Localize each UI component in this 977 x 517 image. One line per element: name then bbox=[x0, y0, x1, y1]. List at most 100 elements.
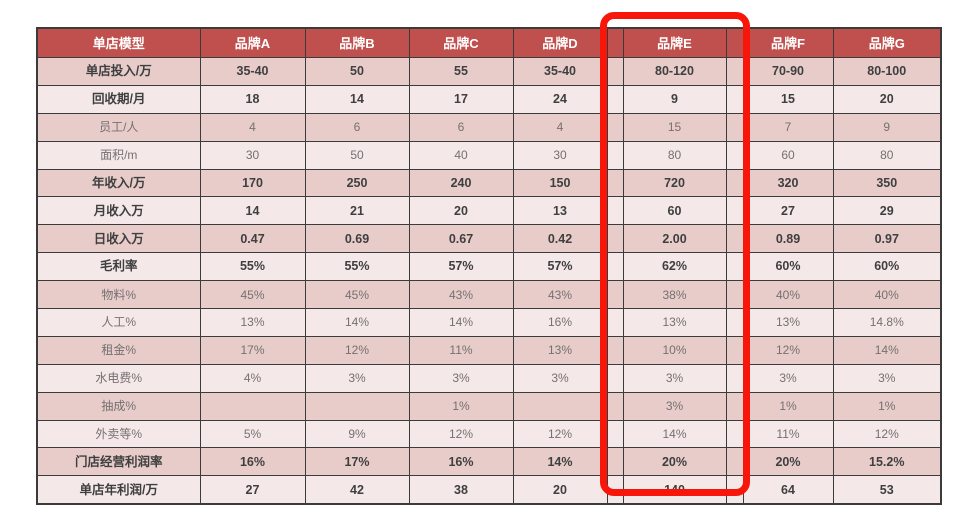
column-header: 品牌D bbox=[512, 27, 608, 58]
table-cell: 20 bbox=[408, 196, 514, 226]
table-cell: 24 bbox=[512, 84, 608, 114]
table-cell: 11% bbox=[408, 335, 514, 365]
table-cell: 3% bbox=[832, 363, 942, 393]
spacer-column-cell bbox=[606, 224, 624, 254]
table-cell: 9 bbox=[832, 112, 942, 142]
column-header: 品牌C bbox=[408, 27, 514, 58]
table-cell: 0.69 bbox=[304, 224, 410, 254]
table-cell: 1% bbox=[408, 391, 514, 421]
table-cell: 17% bbox=[199, 335, 306, 365]
table-row: 租金% 17% 12% 11% 13% 10% 12% 14% bbox=[36, 335, 942, 365]
table-cell: 45% bbox=[304, 280, 410, 310]
table-cell: 3% bbox=[408, 363, 514, 393]
column-header: 品牌A bbox=[199, 27, 306, 58]
table-cell: 40% bbox=[742, 280, 834, 310]
table-row: 毛利率 55% 55% 57% 57% 62% 60% 60% bbox=[36, 252, 942, 282]
table-cell: 18 bbox=[199, 84, 306, 114]
spacer-column-cell bbox=[725, 391, 744, 421]
spacer-column-cell bbox=[606, 252, 624, 282]
brand-comparison-table: 单店模型 品牌A 品牌B 品牌C 品牌D 品牌E 品牌F 品牌G 单店投入/万 35-40 50 5… bbox=[36, 27, 942, 506]
table-cell: 17% bbox=[304, 447, 410, 477]
spacer-column-cell bbox=[725, 168, 744, 198]
table-body: 单店投入/万 35-40 50 55 35-40 80-120 70-90 80-100 回收期… bbox=[36, 57, 942, 505]
row-label: 抽成% bbox=[36, 391, 201, 421]
table-cell: 50 bbox=[304, 140, 410, 170]
spacer-column-cell bbox=[606, 308, 624, 337]
table-cell: 42 bbox=[304, 475, 410, 505]
table-row: 员工/人 4 6 6 4 15 7 9 bbox=[36, 112, 942, 142]
spacer-column-cell bbox=[725, 447, 744, 477]
table-cell: 0.97 bbox=[832, 224, 942, 254]
table-cell: 240 bbox=[408, 168, 514, 198]
table-cell: 150 bbox=[512, 168, 608, 198]
spacer-column-cell bbox=[606, 84, 624, 114]
table-cell: 4 bbox=[199, 112, 306, 142]
table-row: 水电费% 4% 3% 3% 3% 3% 3% 3% bbox=[36, 363, 942, 393]
table-cell: 20 bbox=[832, 84, 942, 114]
row-label: 员工/人 bbox=[36, 112, 201, 142]
table-cell: 14% bbox=[512, 447, 608, 477]
spacer-column-cell bbox=[606, 168, 624, 198]
table-cell: 3% bbox=[304, 363, 410, 393]
table-cell: 3% bbox=[742, 363, 834, 393]
spacer-column-cell bbox=[725, 224, 744, 254]
table-cell: 4% bbox=[199, 363, 306, 393]
row-label: 外卖等% bbox=[36, 419, 201, 449]
spacer-column-cell bbox=[725, 112, 744, 142]
table-cell: 13% bbox=[622, 308, 727, 337]
table-cell: 45% bbox=[199, 280, 306, 310]
table-cell: 7 bbox=[742, 112, 834, 142]
table-cell: 12% bbox=[742, 335, 834, 365]
table-cell: 27 bbox=[742, 196, 834, 226]
table-cell: 16% bbox=[408, 447, 514, 477]
table-cell: 12% bbox=[304, 335, 410, 365]
column-header: 品牌F bbox=[742, 27, 834, 58]
table-cell: 55% bbox=[304, 252, 410, 282]
table-cell: 5% bbox=[199, 419, 306, 449]
table-cell: 43% bbox=[408, 280, 514, 310]
spacer-column-cell bbox=[606, 280, 624, 310]
table-cell: 13 bbox=[512, 196, 608, 226]
row-label: 单店投入/万 bbox=[36, 57, 201, 86]
table-cell: 3% bbox=[622, 363, 727, 393]
table-cell: 13% bbox=[742, 308, 834, 337]
table-row: 日收入万 0.47 0.69 0.67 0.42 2.00 0.89 0.97 bbox=[36, 224, 942, 254]
spacer-column-cell bbox=[606, 112, 624, 142]
table-cell: 43% bbox=[512, 280, 608, 310]
table-row: 回收期/月 18 14 17 24 9 15 20 bbox=[36, 84, 942, 114]
table-cell: 320 bbox=[742, 168, 834, 198]
table-cell: 15.2% bbox=[832, 447, 942, 477]
table-cell: 20 bbox=[512, 475, 608, 505]
table-cell: 35-40 bbox=[199, 57, 306, 86]
table-cell: 3% bbox=[622, 391, 727, 421]
column-header: 品牌B bbox=[304, 27, 410, 58]
table-cell: 27 bbox=[199, 475, 306, 505]
spacer-column-cell bbox=[725, 363, 744, 393]
table-cell: 720 bbox=[622, 168, 727, 198]
table-row: 物料% 45% 45% 43% 43% 38% 40% 40% bbox=[36, 280, 942, 310]
table-cell: 62% bbox=[622, 252, 727, 282]
table-cell: 15 bbox=[742, 84, 834, 114]
table-cell: 0.42 bbox=[512, 224, 608, 254]
table-cell: 70-90 bbox=[742, 57, 834, 86]
table-cell: 60% bbox=[742, 252, 834, 282]
row-label: 毛利率 bbox=[36, 252, 201, 282]
spacer-column-cell bbox=[725, 140, 744, 170]
table-header: 单店模型 品牌A 品牌B 品牌C 品牌D 品牌E 品牌F 品牌G bbox=[36, 27, 942, 58]
table-cell: 55 bbox=[408, 57, 514, 86]
table-cell: 12% bbox=[512, 419, 608, 449]
table-cell: 50 bbox=[304, 57, 410, 86]
table-cell: 14 bbox=[199, 196, 306, 226]
row-label-header: 单店模型 bbox=[36, 27, 201, 58]
row-label: 面积/m bbox=[36, 140, 201, 170]
table-cell: 14.8% bbox=[832, 308, 942, 337]
table-cell: 80 bbox=[832, 140, 942, 170]
table-row: 面积/m 30 50 40 30 80 60 80 bbox=[36, 140, 942, 170]
table-cell: 60 bbox=[622, 196, 727, 226]
row-label: 回收期/月 bbox=[36, 84, 201, 114]
table-cell: 0.67 bbox=[408, 224, 514, 254]
table-cell bbox=[512, 391, 608, 421]
table-cell: 16% bbox=[512, 308, 608, 337]
row-label: 水电费% bbox=[36, 363, 201, 393]
spacer-column-cell bbox=[725, 475, 744, 505]
